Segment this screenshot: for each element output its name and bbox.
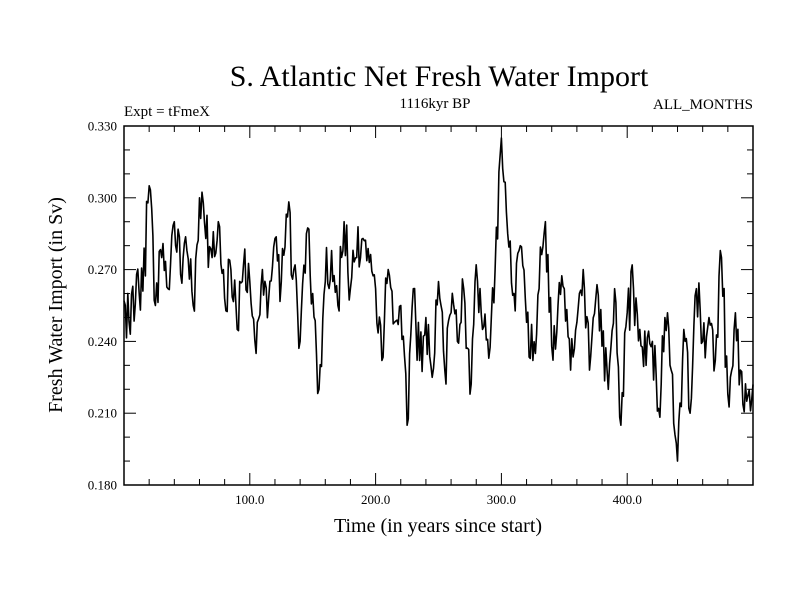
x-tick-label: 100.0 bbox=[235, 492, 264, 507]
y-tick-label: 0.330 bbox=[88, 119, 117, 134]
y-tick-label: 0.210 bbox=[88, 406, 117, 421]
y-tick-label: 0.240 bbox=[88, 334, 117, 349]
y-tick-label: 0.300 bbox=[88, 190, 117, 205]
x-axis-label: Time (in years since start) bbox=[334, 515, 542, 537]
axis-tick-labels: 100.0 200.0 300.0 400.0 0.180 0.210 0.240 0.270… bbox=[88, 119, 642, 508]
chart-subtitle-right: ALL_MONTHS bbox=[653, 97, 753, 113]
x-tick-label: 300.0 bbox=[487, 492, 516, 507]
x-tick-label: 400.0 bbox=[613, 492, 642, 507]
plot-frame bbox=[123, 125, 754, 486]
chart-subtitle-center: 1116kyr BP bbox=[400, 96, 471, 112]
chart-title: S. Atlantic Net Fresh Water Import bbox=[230, 60, 649, 93]
y-tick-label: 0.270 bbox=[88, 262, 117, 277]
series-line-fresh-water-import bbox=[123, 137, 754, 462]
x-tick-label: 200.0 bbox=[361, 492, 390, 507]
chart-subtitle-left: Expt = tFmeX bbox=[124, 104, 210, 120]
y-axis-label: Fresh Water Import (in Sv) bbox=[45, 197, 67, 413]
y-tick-label: 0.180 bbox=[88, 478, 117, 493]
axis-ticks bbox=[124, 126, 753, 485]
series-layer bbox=[123, 137, 754, 462]
